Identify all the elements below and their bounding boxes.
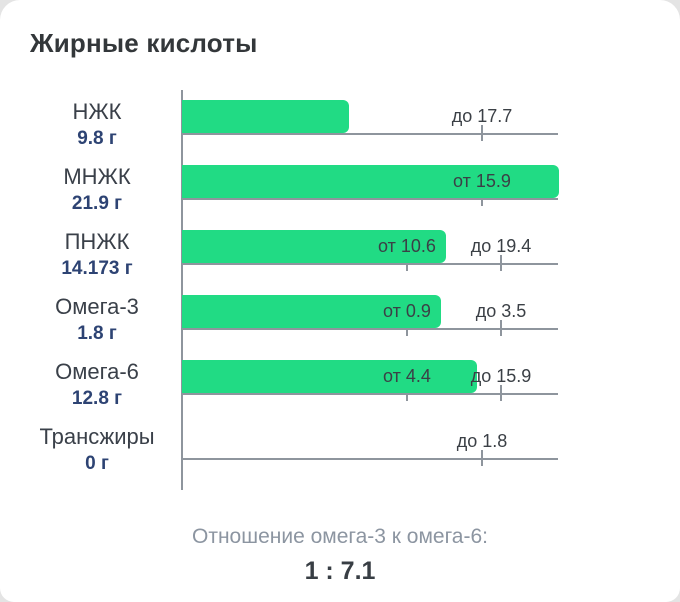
row-label: Омега-3 [55,294,139,319]
value-bar [182,230,446,263]
tick-mark [406,385,408,401]
tick-mark [406,255,408,271]
tick-mark [500,255,502,271]
axis-line [181,133,558,135]
norm-label: от 10.6 [378,236,436,256]
tick-mark [500,385,502,401]
chart-row: Омега-3 1.8 г от 0.9 до 3.5 [0,285,680,350]
axis-line [181,328,558,330]
row-value: 0 г [85,453,109,474]
row-label: Омега-6 [55,359,139,384]
row-label: ПНЖК [64,229,130,254]
row-value: 1.8 г [77,323,117,344]
row-value: 14.173 г [61,258,133,279]
row-value: 12.8 г [71,388,123,409]
axis-line [181,458,558,460]
row-label: НЖК [72,99,122,124]
value-bar [182,295,441,328]
chart-row: Трансжиры 0 г до 1.8 [0,415,680,480]
page-title: Жирные кислоты [30,28,258,58]
norm-label: от 0.9 [383,301,431,321]
norm-label: до 1.8 [456,431,508,451]
row-label: Трансжиры [39,424,155,449]
chart-row: МНЖК 21.9 г от 15.9 [0,155,680,220]
value-bar [182,165,559,198]
tick-mark [481,190,483,206]
fatty-acids-chart: НЖК 9.8 г до 17.7 МНЖК 21.9 г от 15.9 ПНЖК 14.1… [0,90,680,490]
tick-mark [406,320,408,336]
ratio-value: 1 : 7.1 [304,557,376,585]
tick-mark [481,450,483,466]
tick-mark [481,125,483,141]
tick-mark [500,320,502,336]
chart-row: ПНЖК 14.173 г от 10.6 до 19.4 [0,220,680,285]
axis-line [181,198,558,200]
norm-label: от 4.4 [383,366,431,386]
norm-label: до 19.4 [470,236,532,256]
norm-label: до 15.9 [470,366,532,386]
ratio-caption: Отношение омега-3 к омега-6: [192,525,488,548]
row-label: МНЖК [63,164,131,189]
norm-label: от 15.9 [453,171,511,191]
norm-label: до 3.5 [475,301,527,321]
norm-label: до 17.7 [451,106,513,126]
row-value: 9.8 г [77,128,117,149]
axis-line [181,263,558,265]
row-value: 21.9 г [71,193,123,214]
chart-row: Омега-6 12.8 г от 4.4 до 15.9 [0,350,680,415]
y-axis-line [181,90,183,490]
value-bar [182,360,477,393]
value-bar [182,100,349,133]
chart-row: НЖК 9.8 г до 17.7 [0,90,680,155]
axis-line [181,393,558,395]
